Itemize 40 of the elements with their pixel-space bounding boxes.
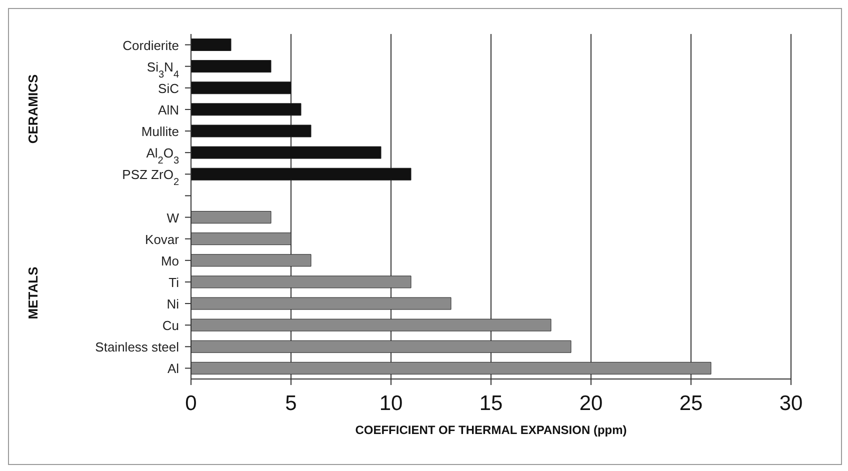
y-tick-label: Kovar [145,232,180,247]
y-tick-label: AlN [158,102,179,118]
x-tick-label: 25 [679,392,703,415]
bar [191,103,302,116]
bar [191,168,412,180]
bar [191,276,412,288]
x-tick-label: 0 [185,392,197,415]
bar [191,82,292,94]
x-tick-label: 30 [779,392,803,415]
bar [191,362,712,374]
y-tick-label: Si$_{3}$N$_{4}$ [146,59,180,80]
bar [191,340,572,353]
y-tick-label: Stainless steel [95,340,180,355]
y-tick-label: Mullite [141,124,179,140]
bar [191,254,312,267]
y-tick-label: SiC [158,80,179,96]
y-tick-label: PSZ ZrO$_{2}$ [122,167,180,188]
bar [191,146,382,159]
x-tick-label: 10 [379,392,403,415]
y-tick-label: Mo [160,253,179,268]
y-tick-label: Ti [168,274,180,290]
x-tick-label: 15 [479,392,503,415]
bar [191,60,272,73]
y-tick-label: W [166,210,180,226]
y-tick-label: Al [167,361,180,376]
y-tick-label: Ni [166,296,180,312]
x-tick-label: 5 [285,392,297,415]
bar [191,318,552,332]
y-tick-label: Cordierite [122,38,179,53]
bar [191,297,452,310]
bar [191,124,312,138]
bar [191,210,272,224]
y-tick-label: Cu [162,318,179,334]
text: METALS [26,266,40,319]
text: CERAMICS [26,74,40,144]
bar [191,38,232,51]
x-axis-title: COEFFICIENT OF THERMAL EXPANSION (ppm) [355,423,627,437]
y-tick-label: Al$_{2}$O$_{3}$ [146,146,180,166]
bar [191,232,292,246]
x-tick-label: 20 [579,392,603,415]
